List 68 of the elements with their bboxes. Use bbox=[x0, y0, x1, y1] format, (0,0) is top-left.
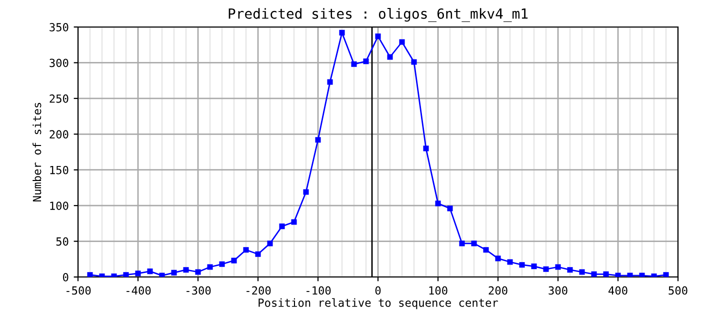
point bbox=[255, 251, 261, 257]
point bbox=[399, 39, 405, 45]
point bbox=[459, 240, 465, 246]
point bbox=[351, 61, 357, 67]
point bbox=[327, 79, 333, 85]
x-tick-label: 400 bbox=[608, 286, 628, 295]
point bbox=[435, 200, 441, 206]
point bbox=[207, 264, 213, 270]
chart-title: Predicted sites : oligos_6nt_mkv4_m1 bbox=[228, 8, 528, 22]
point bbox=[495, 256, 501, 262]
point bbox=[615, 272, 621, 277]
y-tick-label: 250 bbox=[50, 94, 68, 103]
point bbox=[243, 247, 249, 253]
point bbox=[591, 271, 597, 277]
point bbox=[135, 270, 141, 276]
point bbox=[291, 219, 297, 225]
point bbox=[639, 272, 645, 277]
point bbox=[123, 272, 129, 277]
y-tick-label: 200 bbox=[50, 130, 68, 139]
point bbox=[603, 271, 609, 277]
point bbox=[87, 272, 93, 277]
y-tick-label: 0 bbox=[63, 273, 68, 282]
x-tick-label: -100 bbox=[306, 286, 331, 295]
point bbox=[543, 266, 549, 272]
y-tick-label: 100 bbox=[50, 202, 68, 210]
x-axis-title: Position relative to sequence center bbox=[258, 298, 498, 310]
point bbox=[363, 58, 369, 64]
point bbox=[423, 146, 429, 152]
point bbox=[183, 267, 189, 273]
x-tick-label: -300 bbox=[186, 286, 211, 295]
point bbox=[231, 258, 237, 264]
y-tick-label: 300 bbox=[50, 58, 68, 68]
point bbox=[303, 189, 309, 195]
x-tick-label: 0 bbox=[375, 286, 381, 295]
point bbox=[267, 240, 273, 246]
x-tick-label: 500 bbox=[668, 286, 688, 295]
point bbox=[567, 267, 573, 273]
point bbox=[555, 264, 561, 270]
point bbox=[483, 247, 489, 253]
x-tick-label: -400 bbox=[126, 286, 151, 295]
point bbox=[519, 262, 525, 268]
x-tick-label: -200 bbox=[246, 286, 271, 295]
point bbox=[195, 269, 201, 275]
x-tick-label: 300 bbox=[548, 286, 568, 295]
point bbox=[339, 30, 345, 36]
point bbox=[315, 137, 321, 143]
point bbox=[375, 34, 381, 40]
point bbox=[663, 272, 669, 277]
point bbox=[507, 259, 513, 265]
point bbox=[531, 264, 537, 270]
point bbox=[411, 59, 417, 65]
point bbox=[147, 268, 153, 274]
point bbox=[219, 261, 225, 267]
point bbox=[279, 224, 285, 230]
x-tick-label: 100 bbox=[429, 286, 448, 295]
y-tick-label: 350 bbox=[50, 23, 68, 32]
point bbox=[171, 270, 177, 276]
y-axis-title: Number of sites bbox=[32, 102, 42, 202]
x-tick-label: -500 bbox=[66, 286, 91, 295]
x-tick-label: 200 bbox=[488, 286, 508, 295]
y-tick-label: 150 bbox=[50, 166, 68, 174]
point bbox=[471, 240, 477, 246]
point bbox=[447, 206, 453, 212]
point bbox=[387, 54, 393, 60]
point bbox=[579, 269, 585, 275]
point bbox=[159, 272, 165, 277]
y-tick-label: 50 bbox=[56, 237, 68, 246]
point bbox=[627, 272, 633, 277]
